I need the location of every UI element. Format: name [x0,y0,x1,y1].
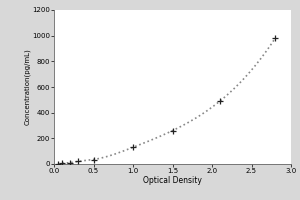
Y-axis label: Concentration(pg/mL): Concentration(pg/mL) [24,49,30,125]
X-axis label: Optical Density: Optical Density [143,176,202,185]
